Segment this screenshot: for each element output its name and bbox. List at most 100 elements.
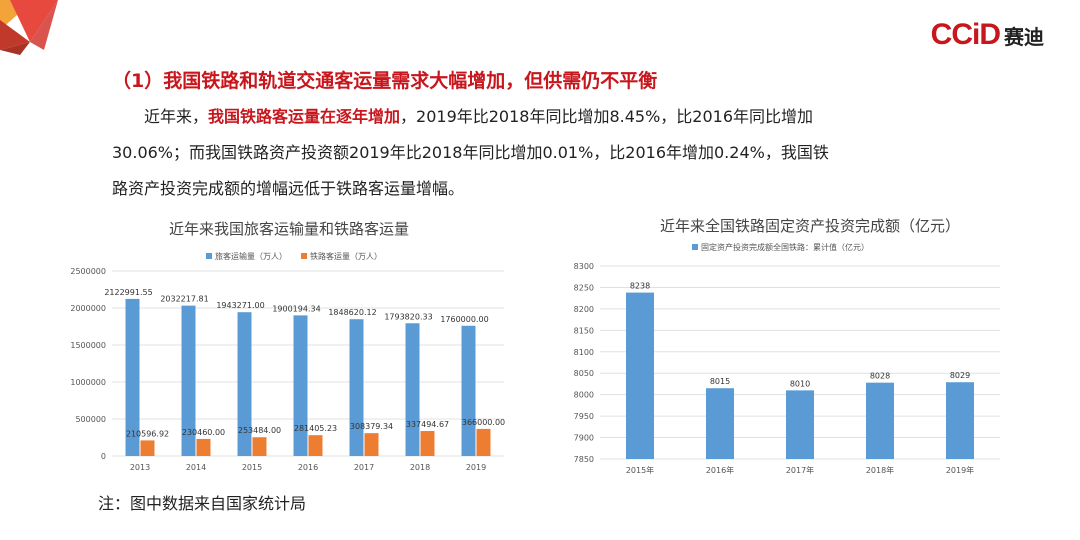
chart2-grid: [600, 265, 1000, 460]
c1-bar-s0-3: [293, 315, 308, 456]
c1-data-label-s0-2: 1943271.00: [216, 301, 264, 310]
c1-bar-s1-5: [420, 431, 435, 456]
c1-y-tick-1: 500000: [75, 415, 106, 424]
c1-y-tick-3: 1500000: [70, 341, 106, 350]
c1-x-tick-1: 2014: [186, 463, 206, 472]
chart1-bars: [125, 298, 491, 456]
c2-y-tick-8: 8250: [574, 283, 594, 292]
c1-bar-s1-4: [364, 433, 379, 456]
railway-investment-chart: 近年来全国铁路固定资产投资完成额（亿元） 固定资产投资完成额全国铁路：累计值（亿…: [560, 208, 1020, 486]
c2-x-tick-1: 2016年: [706, 465, 734, 475]
chart2-title: 近年来全国铁路固定资产投资完成额（亿元）: [660, 217, 960, 235]
paragraph-line1-rest: ，2019年比2018年同比增加8.45%，比2016年同比增加: [400, 107, 814, 126]
logo-mark: CCiD: [930, 18, 1001, 51]
c2-x-tick-4: 2019年: [946, 465, 974, 475]
c2-data-label-s0-1: 8015: [710, 377, 730, 386]
c2-y-tick-3: 8000: [574, 391, 594, 400]
c1-bar-s1-3: [308, 435, 323, 456]
c2-y-tick-6: 8150: [574, 326, 594, 335]
c1-data-label-s0-4: 1848620.12: [328, 308, 376, 317]
c1-data-label-s0-5: 1793820.33: [384, 312, 432, 321]
section-heading: （1）我国铁路和轨道交通客运量需求大幅增加，但供需仍不平衡: [112, 70, 658, 92]
c1-bar-s0-1: [181, 305, 196, 456]
c1-x-tick-4: 2017: [354, 463, 374, 472]
chart1-data-labels: 2122991.55 210596.92 2032217.81 230460.00 19…: [104, 288, 505, 439]
c2-data-label-s0-2: 8010: [790, 379, 810, 388]
c1-bar-s0-6: [461, 325, 476, 456]
c1-legend-swatch-1: [301, 253, 307, 259]
chart2-bars: [626, 292, 974, 459]
c1-data-label-s1-5: 337494.67: [406, 420, 449, 429]
chart2-x-ticks: 2015年 2016年 2017年 2018年 2019年: [626, 465, 974, 475]
corner-decoration: [0, 0, 58, 55]
c1-data-label-s1-0: 210596.92: [126, 429, 169, 438]
c1-y-tick-4: 2000000: [70, 304, 106, 313]
c1-x-tick-5: 2018: [410, 463, 430, 472]
c2-x-tick-2: 2017年: [786, 465, 814, 475]
c2-bar-s0-0: [626, 292, 654, 459]
railway-investment-chart-svg: 近年来全国铁路固定资产投资完成额（亿元） 固定资产投资完成额全国铁路：累计值（亿…: [574, 217, 1000, 475]
c1-bar-s0-4: [349, 319, 364, 456]
chart2-legend: 固定资产投资完成额全国铁路：累计值（亿元）: [692, 242, 869, 252]
chart1-y-ticks: 0 500000 1000000 1500000 2000000 2500000: [70, 267, 106, 461]
c2-y-tick-0: 7850: [574, 455, 594, 464]
c1-y-tick-2: 1000000: [70, 378, 106, 387]
c1-data-label-s1-2: 253484.00: [238, 426, 281, 435]
c2-legend-label-0: 固定资产投资完成额全国铁路：累计值（亿元）: [701, 242, 869, 252]
c1-y-tick-5: 2500000: [70, 267, 106, 276]
c1-bar-s1-0: [140, 440, 155, 456]
c1-bar-s0-2: [237, 312, 252, 456]
c1-y-tick-0: 0: [101, 452, 106, 461]
c2-y-tick-1: 7900: [574, 434, 594, 443]
c1-x-tick-2: 2015: [242, 463, 262, 472]
chart1-grid: [112, 270, 504, 457]
c1-legend-label-0: 旅客运输量（万人）: [215, 251, 287, 261]
paragraph-line-3: 路资产投资完成额的增幅远低于铁路客运量增幅。: [112, 179, 465, 198]
c2-bar-s0-3: [866, 382, 894, 459]
chart2-data-labels: 8238 8015 8010 8028 8029: [630, 282, 970, 389]
c1-bar-s1-2: [252, 437, 267, 456]
chart1-legend: 旅客运输量（万人） 铁路客运量（万人）: [206, 251, 382, 261]
c1-bar-s1-6: [476, 428, 491, 456]
c2-y-tick-4: 8050: [574, 369, 594, 378]
passenger-volume-chart: 近年来我国旅客运输量和铁路客运量 旅客运输量（万人） 铁路客运量（万人） 2122…: [64, 208, 514, 486]
c2-legend-swatch-0: [692, 244, 698, 250]
body-paragraph: 近年来，我国铁路客运量在逐年增加，2019年比2018年同比增加8.45%，比2…: [112, 99, 942, 207]
c1-data-label-s0-6: 1760000.00: [440, 315, 488, 324]
c2-y-tick-7: 8200: [574, 305, 594, 314]
logo-chinese-name: 赛迪: [1004, 24, 1044, 49]
c2-bar-s0-1: [706, 388, 734, 459]
c1-bar-s1-1: [196, 438, 211, 456]
c1-data-label-s1-3: 281405.23: [294, 424, 337, 433]
c2-y-tick-9: 8300: [574, 262, 594, 271]
c1-data-label-s1-1: 230460.00: [182, 428, 225, 437]
c1-x-tick-6: 2019: [466, 463, 486, 472]
c1-bar-s0-0: [125, 298, 140, 456]
paragraph-lead: 近年来，: [144, 107, 209, 126]
c1-data-label-s1-6: 366000.00: [462, 418, 505, 427]
ccid-logo: CCiD 赛迪: [931, 18, 1044, 52]
c1-legend-label-1: 铁路客运量（万人）: [310, 251, 382, 261]
c2-data-label-s0-0: 8238: [630, 282, 650, 291]
c2-x-tick-3: 2018年: [866, 465, 894, 475]
c1-data-label-s0-1: 2032217.81: [160, 295, 208, 304]
c1-data-label-s0-0: 2122991.55: [104, 288, 152, 297]
c1-data-label-s0-3: 1900194.34: [272, 304, 320, 313]
passenger-volume-chart-svg: 近年来我国旅客运输量和铁路客运量 旅客运输量（万人） 铁路客运量（万人） 2122…: [70, 220, 505, 472]
paragraph-line-2: 30.06%；而我国铁路资产投资额2019年比2018年同比增加0.01%，比2…: [112, 143, 829, 162]
c1-bar-s0-5: [405, 323, 420, 456]
chart1-title: 近年来我国旅客运输量和铁路客运量: [169, 220, 409, 238]
c2-y-tick-2: 7950: [574, 412, 594, 421]
paragraph-emphasis: 我国铁路客运量在逐年增加: [208, 107, 401, 126]
c2-x-tick-0: 2015年: [626, 465, 654, 475]
c1-legend-swatch-0: [206, 253, 212, 259]
source-note: 注：图中数据来自国家统计局: [98, 494, 307, 513]
chart1-x-ticks: 2013 2014 2015 2016 2017 2018 2019: [130, 463, 486, 472]
c2-bar-s0-2: [786, 390, 814, 459]
c2-data-label-s0-3: 8028: [870, 372, 890, 381]
c1-data-label-s1-4: 308379.34: [350, 422, 393, 431]
c1-x-tick-0: 2013: [130, 463, 150, 472]
paragraph-line-1: 近年来，我国铁路客运量在逐年增加，2019年比2018年同比增加8.45%，比2…: [112, 99, 942, 135]
c2-bar-s0-4: [946, 382, 974, 459]
c1-x-tick-3: 2016: [298, 463, 318, 472]
